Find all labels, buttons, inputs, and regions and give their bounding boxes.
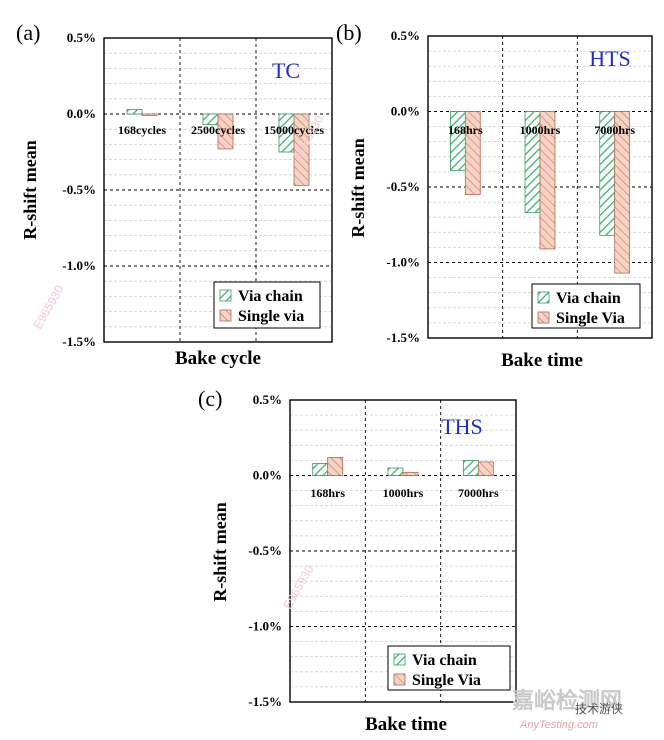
category-label: 168hrs <box>310 486 345 500</box>
panel-tag: (a) <box>16 20 40 45</box>
bar-via-chain-168hrs <box>312 463 329 476</box>
y-axis-label: R-shift mean <box>210 502 230 602</box>
legend-box <box>387 645 511 691</box>
bar-via-chain-168cycles <box>126 109 143 115</box>
y-tick-label: -1.5% <box>248 694 282 709</box>
footer-account: 技术游侠 <box>575 702 623 716</box>
bar-single-via-7000hrs <box>477 461 494 476</box>
footer-site-name: 嘉峪检测网 <box>512 688 622 714</box>
bar-single-via-168hrs <box>464 111 481 195</box>
y-tick-label: 0.5% <box>253 392 282 407</box>
x-axis-label: Bake time <box>365 714 447 735</box>
footer-site-url: AnyTesting.com <box>519 719 598 731</box>
plot-frame <box>289 399 517 703</box>
legend: Via chain Single Via <box>387 645 511 691</box>
y-tick-label: -1.5% <box>386 330 420 345</box>
category-label: 15000cycles <box>264 123 324 137</box>
bar-single-via-7000hrs <box>614 111 631 274</box>
bar-single-via-168cycles <box>141 113 158 116</box>
test-name-label: TC <box>272 58 300 83</box>
bar-via-chain-1000hrs <box>387 467 404 476</box>
bar-via-chain-168hrs <box>449 111 466 171</box>
watermark: E965930 <box>280 563 316 612</box>
y-tick-label: 0.0% <box>253 468 282 483</box>
watermark: E965930 <box>30 283 66 332</box>
y-tick-label: 0.0% <box>391 104 420 119</box>
plot-frame <box>427 35 653 339</box>
legend-swatch <box>393 653 406 666</box>
footer-watermark: 嘉峪检测网 AnyTesting.com 技术游侠 <box>512 688 623 731</box>
category-label: 7000hrs <box>594 123 635 137</box>
y-tick-label: 0.5% <box>67 30 96 45</box>
y-tick-label: -1.0% <box>248 619 282 634</box>
legend-swatch <box>537 311 550 324</box>
panel-tag: (b) <box>336 20 362 45</box>
category-label: 7000hrs <box>458 486 499 500</box>
bar-single-via-1000hrs <box>539 111 556 250</box>
y-axis-label: R-shift mean <box>20 140 40 240</box>
chart-panel-3: 0.5% 0.0% -0.5% -1.0% -1.5% 168hrs 1000hrs 7000… <box>198 386 517 735</box>
legend-box <box>213 281 321 329</box>
legend-swatch <box>219 309 232 322</box>
category-label: 2500cycles <box>191 123 245 137</box>
panel-tag: (c) <box>198 386 222 411</box>
bar-via-chain-7000hrs <box>462 459 479 476</box>
test-name-label: HTS <box>589 46 631 71</box>
legend-entry: Via chain <box>238 288 303 305</box>
bar-single-via-2500cycles <box>217 113 234 150</box>
legend-entry: Via chain <box>412 652 477 669</box>
x-axis-label: Bake cycle <box>175 348 261 369</box>
legend-swatch <box>537 291 550 304</box>
chart-panel-2: 0.5% 0.0% -0.5% -1.0% -1.5% 168hrs 1000hrs 7000… <box>290 20 653 371</box>
plot-frame <box>103 37 333 343</box>
legend-entry: Single Via <box>412 672 481 689</box>
x-axis-label: Bake time <box>501 350 583 371</box>
legend: Via chain Single Via <box>531 283 641 329</box>
y-tick-label: 0.0% <box>67 106 96 121</box>
legend-swatch <box>393 673 406 686</box>
y-tick-label: -0.5% <box>62 182 96 197</box>
y-axis-label: R-shift mean <box>348 138 368 238</box>
category-label: 168cycles <box>118 123 166 137</box>
y-tick-label: -1.5% <box>62 334 96 349</box>
y-tick-label: 0.5% <box>391 28 420 43</box>
legend-entry: Single Via <box>556 310 625 327</box>
test-name-label: THS <box>441 414 483 439</box>
legend-swatch <box>219 289 232 302</box>
legend: Via chain Single via <box>213 281 321 329</box>
chart-panel-1: 0.5% 0.0% -0.5% -1.0% -1.5% 168cycles 2500cycl… <box>16 20 333 369</box>
category-label: 168hrs <box>448 123 483 137</box>
bar-single-via-15000cycles <box>293 113 310 186</box>
y-tick-label: -0.5% <box>386 179 420 194</box>
y-tick-label: -1.0% <box>386 255 420 270</box>
legend-entry: Single via <box>238 308 304 325</box>
y-tick-label: -1.0% <box>62 258 96 273</box>
y-tick-label: -0.5% <box>248 543 282 558</box>
legend-entry: Via chain <box>556 290 621 307</box>
bar-single-via-1000hrs <box>402 472 419 476</box>
bar-single-via-168hrs <box>327 456 344 476</box>
legend-box <box>531 283 641 329</box>
category-label: 1000hrs <box>520 123 561 137</box>
category-label: 1000hrs <box>383 486 424 500</box>
